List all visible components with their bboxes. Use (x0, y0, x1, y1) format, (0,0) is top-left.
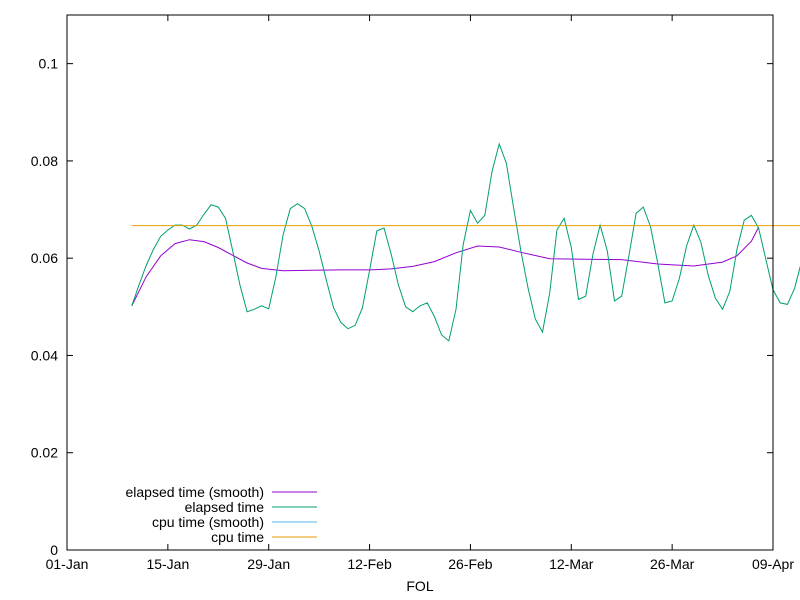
series-line-0 (131, 226, 760, 307)
legend-label: elapsed time (smooth) (125, 484, 264, 500)
x-tick-label: 12-Mar (549, 556, 594, 572)
y-tick-label: 0.06 (31, 250, 58, 266)
x-tick-label: 15-Jan (146, 556, 189, 572)
y-tick-label: 0.04 (31, 347, 58, 363)
x-tick-label: 01-Jan (46, 556, 89, 572)
series-layer (131, 142, 800, 342)
x-tick-label: 26-Feb (448, 556, 493, 572)
x-tick-label: 29-Jan (247, 556, 290, 572)
legend-label: cpu time (smooth) (152, 514, 264, 530)
x-axis-label: FOL (406, 578, 433, 594)
y-tick-label: 0.08 (31, 153, 58, 169)
x-axis: 01-Jan 15-Jan 29-Jan 12-Feb 26-Feb 12-Mar 26-M… (46, 15, 794, 572)
series-line-1 (131, 142, 800, 342)
x-tick-label: 26-Mar (650, 556, 695, 572)
legend-label: cpu time (211, 529, 264, 545)
plot-frame (66, 14, 774, 551)
y-tick-label: 0 (50, 542, 58, 558)
legend-label: elapsed time (185, 499, 265, 515)
x-tick-label: 09-Apr (752, 556, 794, 572)
y-tick-label: 0.1 (39, 56, 59, 72)
y-tick-label: 0.02 (31, 445, 58, 461)
y-axis: 0 0.02 0.04 0.06 0.08 0.1 (31, 56, 773, 558)
x-tick-label: 12-Feb (347, 556, 392, 572)
